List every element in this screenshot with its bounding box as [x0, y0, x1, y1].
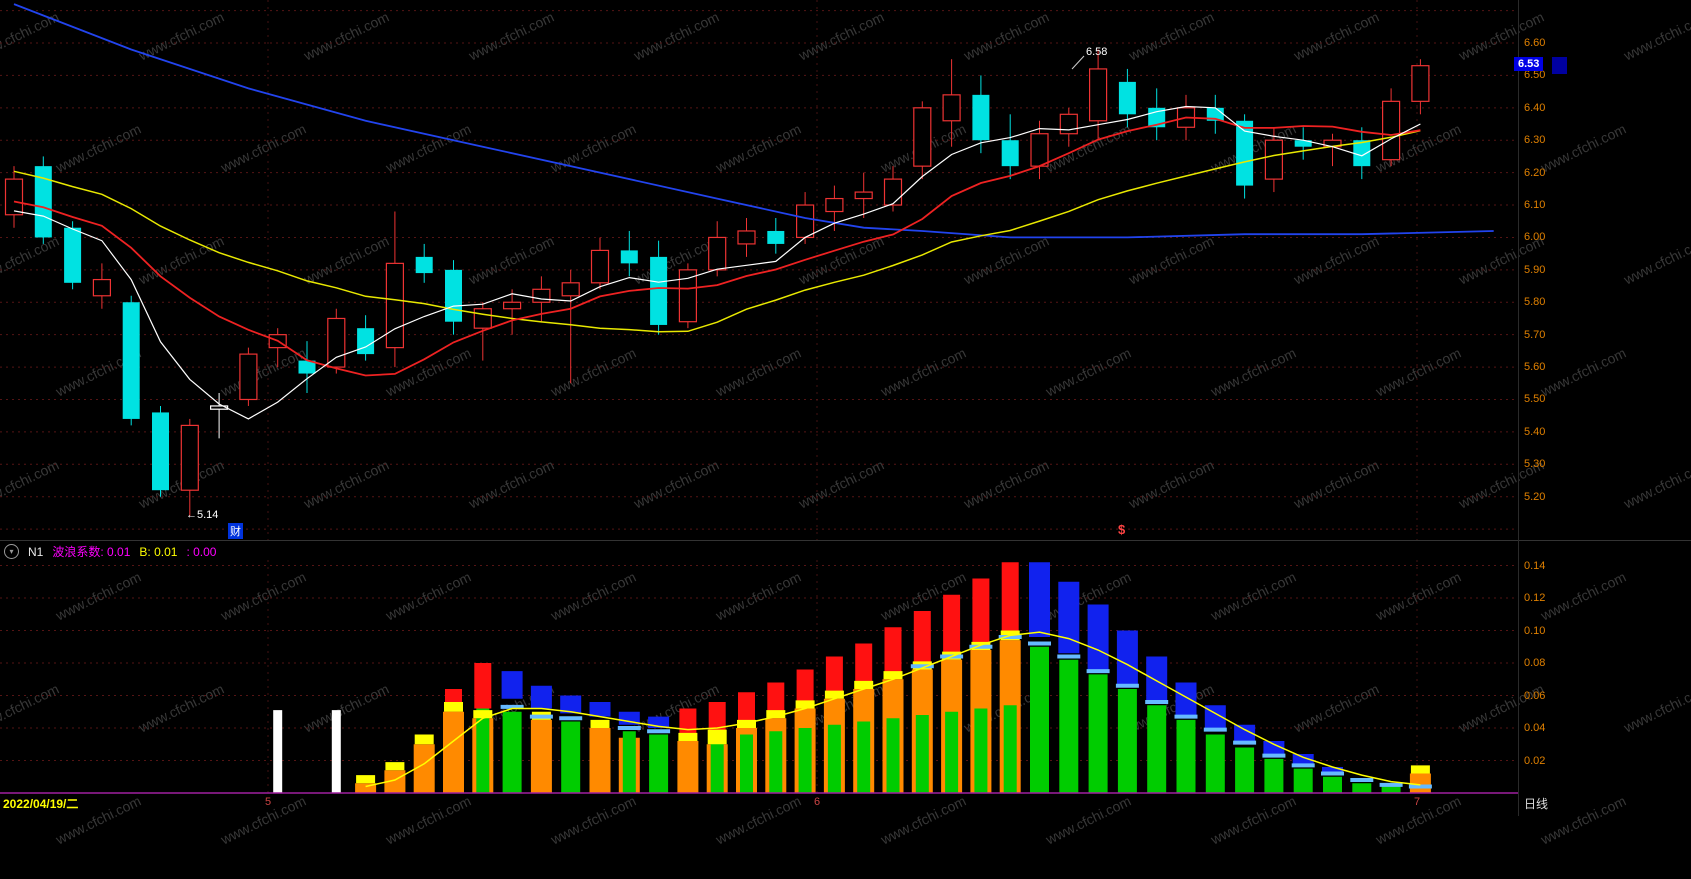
current-price-tag: 6.53: [1514, 57, 1544, 71]
indicator-header: ▾ N1 波浪系数: 0.01 B: 0.01 : 0.00: [4, 543, 216, 560]
indicator-name[interactable]: N1: [28, 544, 44, 559]
indicator-field-b: B: 0.01: [139, 544, 178, 559]
indicator-collapse-icon[interactable]: ▾: [4, 544, 19, 559]
indicator-field-s: : 0.00: [186, 544, 217, 559]
high-price-annotation: 6.58: [1086, 46, 1108, 58]
ma-lines: [13, 3, 1494, 420]
axis-scroll-thumb[interactable]: [1552, 57, 1567, 74]
low-price-annotation: ←5.14: [186, 509, 219, 521]
period-selector[interactable]: 日线: [1524, 797, 1549, 811]
current-date-label: 2022/04/19/二: [3, 797, 79, 811]
grid-lines: [0, 0, 1691, 816]
cai-event-badge: 财: [228, 523, 243, 539]
histogram-layer: [0, 562, 1518, 794]
dividend-dollar-marker: $: [1118, 522, 1126, 537]
indicator-field-wave: 波浪系数: 0.01: [52, 545, 131, 559]
candlestick-layer: [4, 49, 1430, 517]
